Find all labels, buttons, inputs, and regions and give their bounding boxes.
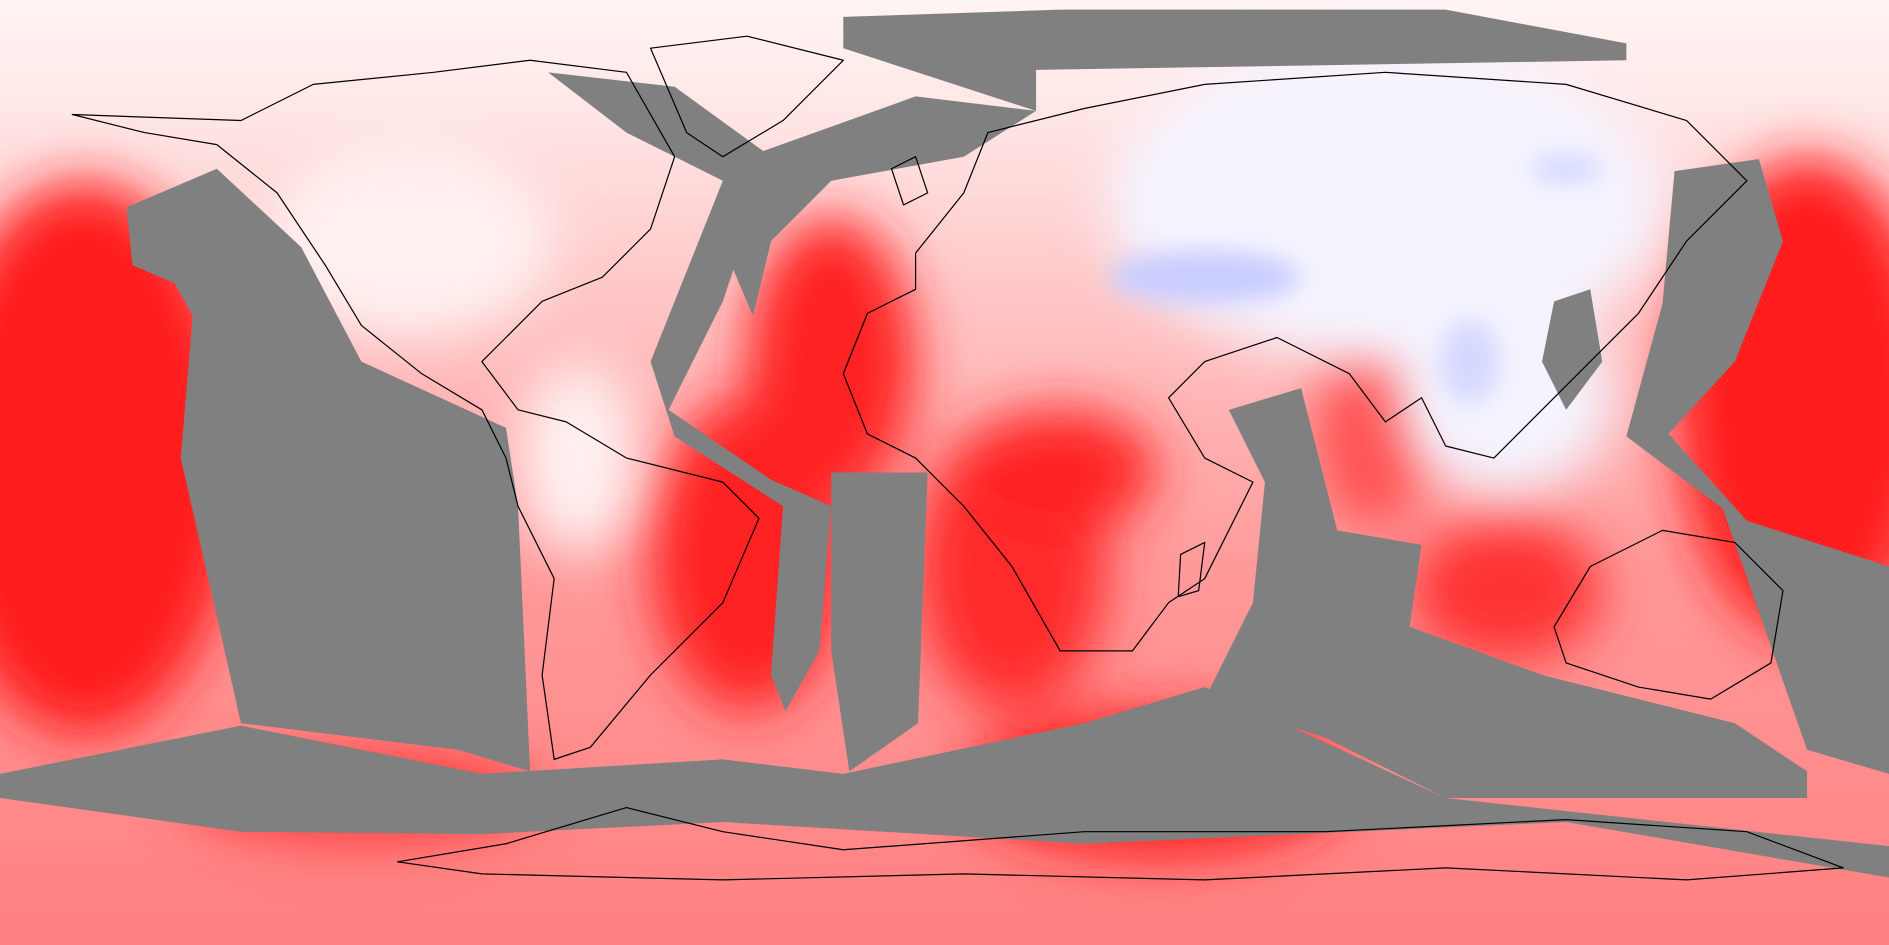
anomaly-blob bbox=[746, 216, 916, 507]
missing-data-area bbox=[1626, 159, 1889, 774]
anomaly-blob bbox=[963, 409, 1157, 531]
cool-blob bbox=[1439, 319, 1500, 404]
coastline bbox=[842, 71, 1748, 652]
neutral-blob bbox=[265, 144, 555, 338]
missing-data-area bbox=[548, 72, 832, 712]
missing-data-area bbox=[1542, 289, 1603, 410]
cool-anomalies bbox=[1108, 154, 1603, 404]
coastlines bbox=[71, 35, 1844, 881]
coastline bbox=[1553, 529, 1784, 700]
cool-blob bbox=[1529, 154, 1603, 184]
missing-data-area bbox=[831, 472, 928, 772]
missing-data-area bbox=[0, 687, 1889, 878]
missing-data-area bbox=[1204, 388, 1808, 798]
coastline bbox=[649, 35, 844, 158]
missing-data bbox=[0, 9, 1889, 878]
missing-data-area bbox=[732, 96, 1037, 316]
cool-blob bbox=[1108, 250, 1302, 304]
missing-data-area bbox=[843, 9, 1627, 111]
anomaly-blob bbox=[0, 180, 241, 736]
coastline bbox=[890, 156, 929, 206]
coastline bbox=[1177, 541, 1206, 598]
coastline bbox=[396, 806, 1844, 881]
neutral-blob bbox=[518, 361, 639, 555]
coastline bbox=[71, 59, 760, 760]
missing-data-area bbox=[126, 168, 531, 772]
